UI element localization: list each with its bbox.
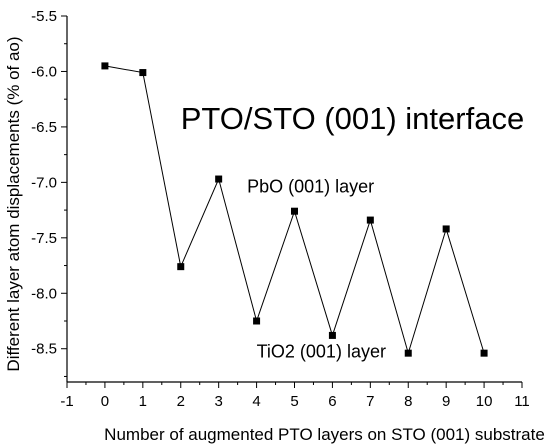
data-point xyxy=(404,349,412,357)
x-tick-label: 1 xyxy=(139,393,147,410)
y-tick-label: -6.5 xyxy=(31,119,57,136)
y-tick-label: -5.5 xyxy=(31,8,57,25)
x-tick-label: 7 xyxy=(366,393,374,410)
y-tick-label: -7.5 xyxy=(31,230,57,247)
annotation: PTO/STO (001) interface xyxy=(181,101,524,136)
y-tick-label: -6.0 xyxy=(31,63,57,80)
y-tick-label: -8.0 xyxy=(31,285,57,302)
data-point xyxy=(328,331,336,339)
data-point xyxy=(215,175,223,183)
y-axis-label: Different layer atom displacements (% of… xyxy=(4,36,23,371)
data-point xyxy=(291,207,298,215)
annotation: TiO2 (001) layer xyxy=(257,342,386,362)
x-tick-label: -1 xyxy=(60,393,73,410)
x-tick-label: 8 xyxy=(404,393,412,410)
annotation: PbO (001) layer xyxy=(247,176,374,196)
data-point xyxy=(480,349,488,357)
x-tick-label: 9 xyxy=(442,393,450,410)
x-tick-label: 0 xyxy=(101,393,109,410)
data-point xyxy=(101,62,109,70)
x-tick-label: 3 xyxy=(214,393,222,410)
y-tick-label: -8.5 xyxy=(31,341,57,358)
series xyxy=(101,62,488,357)
data-point xyxy=(442,225,450,233)
ticks: -1 0 1 2 3 4 5 6 7 8 9 10 11 -5.5 -6.0 -6.5 -7.0 -7.5 -8.0… xyxy=(31,8,530,410)
data-point xyxy=(177,263,185,271)
data-point xyxy=(366,216,374,224)
x-tick-label: 4 xyxy=(252,393,260,410)
annotations: PTO/STO (001) interface PbO (001) layer Ti… xyxy=(181,101,524,361)
x-axis-label: Number of augmented PTO layers on STO (0… xyxy=(104,425,545,444)
x-tick-label: 2 xyxy=(177,393,185,410)
y-tick-label: -7.0 xyxy=(31,174,57,191)
x-tick-label: 5 xyxy=(290,393,298,410)
x-tick-label: 6 xyxy=(328,393,336,410)
data-point xyxy=(253,317,261,325)
x-tick-label: 11 xyxy=(514,393,530,410)
x-tick-label: 10 xyxy=(476,393,493,410)
data-point xyxy=(139,69,147,77)
